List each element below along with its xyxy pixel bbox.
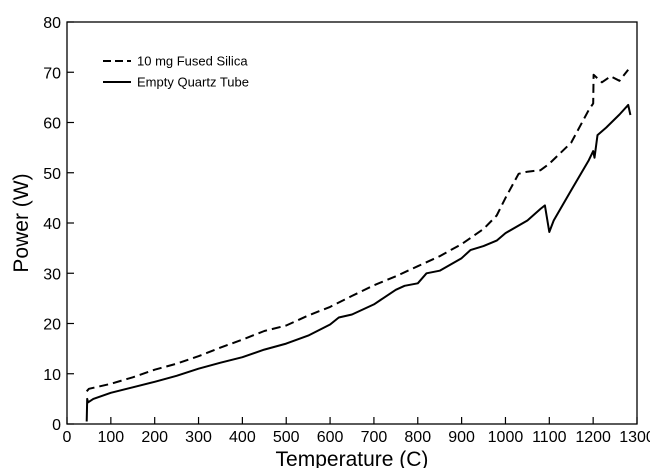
x-tick-label: 1100 bbox=[532, 429, 567, 446]
series-line-2 bbox=[85, 103, 632, 422]
x-tick-label: 800 bbox=[404, 429, 431, 446]
legend-label-1: 10 mg Fused Silica bbox=[137, 54, 248, 69]
y-tick-label: 10 bbox=[43, 367, 61, 384]
x-tick-label: 0 bbox=[63, 429, 72, 446]
x-tick-label: 200 bbox=[141, 429, 168, 446]
y-tick-label: 40 bbox=[43, 216, 61, 233]
x-tick-label: 500 bbox=[273, 429, 300, 446]
series-layer bbox=[85, 69, 632, 422]
y-tick-label: 60 bbox=[43, 116, 61, 133]
x-tick-label: 100 bbox=[97, 429, 124, 446]
x-tick-label: 700 bbox=[361, 429, 388, 446]
axis-ticks: 0 100 200 300 400 500 600 700 800 900 1000 1100 1200… bbox=[43, 15, 650, 446]
x-tick-label: 600 bbox=[317, 429, 344, 446]
y-tick-label: 70 bbox=[43, 65, 61, 82]
legend-label-2: Empty Quartz Tube bbox=[137, 75, 249, 90]
legend: 10 mg Fused Silica Empty Quartz Tube bbox=[103, 54, 249, 90]
y-tick-label: 50 bbox=[43, 166, 61, 183]
x-tick-label: 1200 bbox=[575, 429, 611, 446]
y-tick-label: 0 bbox=[52, 417, 61, 434]
x-tick-label: 900 bbox=[448, 429, 475, 446]
x-tick-label: 400 bbox=[229, 429, 256, 446]
y-tick-label: 30 bbox=[43, 266, 61, 283]
x-tick-label: 1000 bbox=[488, 429, 524, 446]
y-axis-title: Power (W) bbox=[10, 173, 33, 272]
x-tick-label: 300 bbox=[185, 429, 212, 446]
x-axis-title: Temperature (C) bbox=[276, 448, 429, 468]
y-tick-label: 80 bbox=[43, 15, 61, 32]
series-line-1 bbox=[85, 69, 629, 392]
y-tick-label: 20 bbox=[43, 317, 61, 334]
